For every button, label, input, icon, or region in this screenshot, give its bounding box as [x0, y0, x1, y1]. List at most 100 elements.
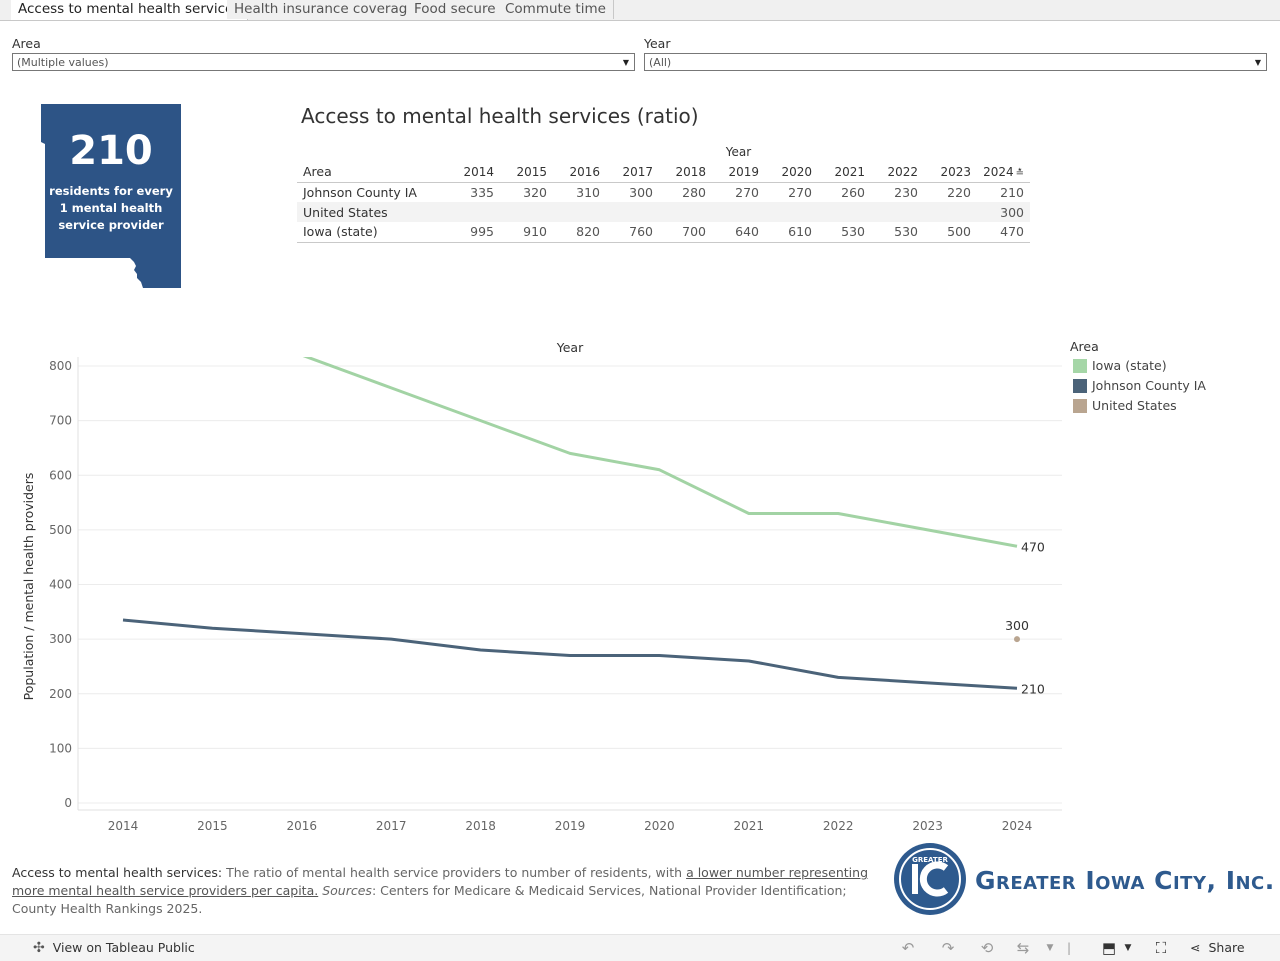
table-cell: 310: [576, 184, 600, 200]
table-cell: 210: [1000, 184, 1024, 200]
redo-icon[interactable]: ↷: [941, 939, 955, 957]
year-filter-value: (All): [649, 56, 672, 69]
sheet-tabs: Access to mental health services Health …: [0, 0, 1280, 21]
y-tick-label: 100: [49, 741, 72, 755]
data-label: 470: [1021, 539, 1045, 554]
x-tick-label: 2021: [734, 819, 765, 833]
table-cell: 270: [735, 184, 759, 200]
table-cell: 300: [629, 184, 653, 200]
refresh-options-chevron-icon[interactable]: ▼: [1046, 943, 1054, 953]
y-axis-label: Population / mental health providers: [21, 473, 36, 701]
share-button[interactable]: ⋖ Share: [1190, 935, 1245, 961]
area-filter-dropdown[interactable]: (Multiple values) ▼: [12, 53, 635, 71]
legend-label: United States: [1092, 398, 1177, 413]
view-on-tableau-public-link[interactable]: ✣ View on Tableau Public: [33, 935, 195, 961]
table-cell: 335: [470, 184, 494, 200]
year-header-cell: 2018: [659, 162, 712, 183]
table-cell: 280: [682, 184, 706, 200]
table-title: Access to mental health services (ratio): [301, 104, 699, 128]
table-cell: 300: [977, 202, 1030, 222]
download-icon[interactable]: ⬒: [1101, 939, 1117, 957]
logo-mark-text: GREATER: [912, 856, 948, 864]
chevron-down-icon: ▼: [1254, 58, 1261, 67]
table-cell: [606, 202, 659, 222]
table-cell: 530: [818, 222, 871, 243]
table-cell: 270: [788, 184, 812, 200]
table-cell: [871, 202, 924, 222]
table-cell: 820: [553, 222, 606, 243]
table-cell: 640: [712, 222, 765, 243]
footnote-text: The ratio of mental health service provi…: [222, 865, 687, 880]
x-tick-label: 2018: [465, 819, 496, 833]
table-cell: 530: [871, 222, 924, 243]
area-filter-label: Area: [12, 36, 41, 51]
sort-icon[interactable]: ≛: [1015, 167, 1024, 179]
y-tick-label: 300: [49, 632, 72, 646]
x-tick-label: 2024: [1002, 819, 1033, 833]
legend-label: Johnson County IA: [1092, 378, 1206, 393]
area-filter-value: (Multiple values): [17, 56, 109, 69]
footnote: Access to mental health services: The ra…: [12, 864, 882, 918]
table-cell: 760: [606, 222, 659, 243]
table-cell: 500: [924, 222, 977, 243]
row-area-label: Johnson County IA: [303, 184, 417, 200]
tableau-icon: ✣: [33, 940, 45, 956]
x-tick-label: 2014: [108, 819, 139, 833]
revert-icon[interactable]: ⟲: [980, 939, 994, 957]
data-label: 300: [1005, 618, 1029, 633]
footnote-lead: Access to mental health services:: [12, 865, 223, 880]
series-line-1: [122, 618, 1018, 690]
fullscreen-icon[interactable]: ⛶: [1155, 939, 1167, 957]
year-header-cell: 2020: [765, 162, 818, 183]
x-tick-label: 2016: [287, 819, 318, 833]
chart-header: Year: [556, 340, 584, 355]
year-header-cell: 2024 ≛: [977, 162, 1030, 183]
table-cell: [553, 202, 606, 222]
tab-health-insurance[interactable]: Health insurance coverage: [227, 0, 424, 19]
download-chevron-icon[interactable]: ▼: [1124, 943, 1132, 953]
year-filter-dropdown[interactable]: (All) ▼: [644, 53, 1267, 71]
year-header-cell: 2016: [553, 162, 606, 183]
table-cell: [659, 202, 712, 222]
table-cell: [447, 202, 500, 222]
share-label: Share: [1208, 940, 1245, 955]
footnote-link[interactable]: a lower number representing more mental …: [12, 865, 869, 898]
series-line-0: [302, 357, 1018, 548]
table-cell: 320: [523, 184, 547, 200]
johnson-county-shape-icon: [41, 104, 181, 288]
legend-title: Area: [1070, 339, 1099, 354]
tableau-toolbar: ✣ View on Tableau Public ↶ ↷ ⟲ ⇆ ▼ | ⬒ ▼…: [0, 934, 1280, 961]
legend-swatch: [1073, 399, 1087, 413]
view-on-tableau-label: View on Tableau Public: [52, 940, 195, 955]
x-tick-label: 2015: [197, 819, 228, 833]
legend-label: Iowa (state): [1092, 358, 1167, 373]
table-cell: 700: [659, 222, 712, 243]
footnote-sources-label: Sources: [322, 883, 372, 898]
year-header-cell: 2015: [500, 162, 553, 183]
year-header-cell: 2019: [712, 162, 765, 183]
area-column-header: Area: [297, 162, 447, 183]
year-header-cell: 2014: [447, 162, 500, 183]
greater-ic-emblem-icon: GREATER: [894, 843, 966, 915]
tab-food-secure[interactable]: Food secure: [407, 0, 504, 19]
data-label: 210: [1021, 681, 1045, 696]
table-cell: [924, 202, 977, 222]
year-header-cell: 2017: [606, 162, 659, 183]
table-cell: [712, 202, 765, 222]
kpi-value: 210: [69, 128, 153, 174]
share-icon: ⋖: [1190, 940, 1201, 955]
table-cell: 260: [841, 184, 865, 200]
x-tick-label: 2020: [644, 819, 675, 833]
line-chart: 0 100 200 300 400 500 600 700 800 2014 2015 2016 201…: [21, 340, 1062, 833]
table-cell: 220: [947, 184, 971, 200]
chevron-down-icon: ▼: [622, 58, 629, 67]
tab-commute-time[interactable]: Commute time: [498, 0, 614, 19]
undo-icon[interactable]: ↶: [901, 939, 915, 957]
table-cell: 230: [894, 184, 918, 200]
refresh-icon[interactable]: ⇆: [1016, 939, 1030, 957]
tab-access-mental-health[interactable]: Access to mental health services: [11, 0, 249, 20]
toolbar-divider: |: [1067, 941, 1072, 955]
table-row: Iowa (state) 995 910 820 760 700 640 610 530 530…: [297, 222, 1030, 243]
legend-swatch: [1073, 359, 1087, 373]
year-header-cell: 2021: [818, 162, 871, 183]
